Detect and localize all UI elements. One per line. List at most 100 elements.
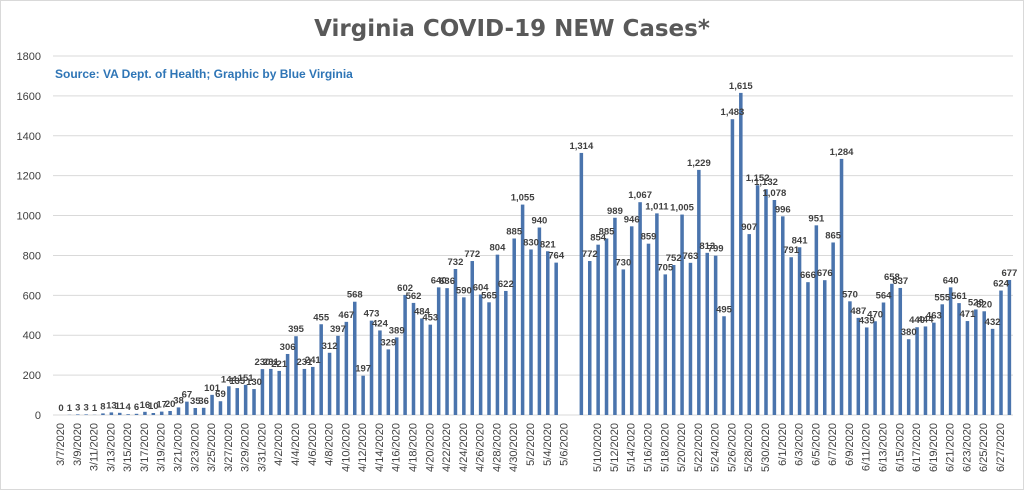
data-label: 1,284	[830, 147, 854, 158]
x-tick-label: 5/12/2020	[609, 423, 621, 472]
bar	[797, 247, 802, 415]
data-label: 590	[456, 285, 472, 296]
data-label: 752	[666, 253, 682, 264]
x-tick: 6/3/2020	[794, 423, 806, 466]
x-tick: 3/11/2020	[89, 423, 101, 471]
data-label: 484	[414, 306, 431, 317]
data-label: 570	[842, 289, 858, 300]
data-label: 865	[825, 230, 842, 241]
data-label: 520	[976, 299, 992, 310]
data-label: 1,011	[645, 201, 669, 212]
bar	[613, 217, 617, 415]
data-label: 197	[355, 364, 371, 375]
data-label: 565	[481, 290, 498, 301]
x-tick-label: 6/27/2020	[995, 423, 1007, 472]
data-label: 830	[523, 237, 539, 248]
chart-title: Virginia COVID-19 NEW Cases*	[314, 16, 710, 42]
x-tick-label: 3/13/2020	[105, 423, 117, 472]
data-label: 602	[397, 283, 413, 294]
data-label: 1,483	[721, 107, 745, 118]
x-tick: 6/11/2020	[861, 423, 873, 471]
data-label: 658	[884, 272, 900, 283]
bar	[974, 309, 978, 415]
bar	[277, 370, 281, 415]
data-label: 636	[439, 276, 455, 287]
bar	[101, 413, 105, 415]
bar	[344, 321, 349, 415]
bar	[311, 366, 315, 415]
x-tick: 4/8/2020	[324, 423, 336, 466]
x-tick: 4/10/2020	[340, 423, 352, 472]
data-label: 1,229	[687, 158, 711, 169]
data-label: 705	[657, 262, 674, 273]
x-tick: 5/6/2020	[559, 423, 571, 466]
y-tick-label: 1000	[17, 211, 41, 223]
data-label: 989	[607, 206, 623, 217]
x-tick: 3/7/2020	[55, 423, 67, 466]
bar	[546, 251, 550, 415]
bar	[294, 336, 298, 415]
x-tick: 4/24/2020	[458, 423, 470, 472]
data-label: 20	[165, 399, 176, 410]
data-label: 804	[490, 243, 507, 254]
x-tick-label: 4/30/2020	[508, 423, 520, 472]
bar	[453, 269, 458, 415]
data-label: 440	[909, 315, 925, 326]
x-tick: 3/31/2020	[256, 423, 268, 472]
x-tick-label: 5/18/2020	[659, 423, 671, 472]
data-label: 1,055	[511, 193, 535, 204]
bar	[243, 384, 248, 415]
bar	[143, 411, 147, 415]
data-label: 424	[372, 318, 389, 329]
x-tick-label: 3/25/2020	[206, 423, 218, 472]
x-tick-label: 4/26/2020	[475, 423, 487, 472]
data-label: 135	[229, 376, 246, 387]
x-tick: 4/14/2020	[374, 423, 386, 472]
bar	[495, 254, 500, 415]
data-label: 624	[993, 279, 1010, 290]
bar	[478, 294, 483, 415]
bar	[764, 189, 768, 415]
bar	[864, 327, 869, 415]
data-label: 231	[296, 357, 313, 368]
bar	[520, 204, 525, 415]
gridlines	[53, 55, 1013, 416]
bar	[881, 302, 886, 415]
data-label: 3	[84, 402, 89, 413]
x-tick-label: 5/14/2020	[626, 423, 638, 472]
x-tick-label: 4/10/2020	[340, 423, 352, 472]
data-label: 16	[140, 400, 151, 411]
data-label: 444	[918, 314, 935, 325]
x-tick: 4/20/2020	[424, 423, 436, 472]
y-tick-label: 200	[23, 370, 41, 382]
x-tick-label: 3/31/2020	[256, 423, 268, 472]
bar	[504, 290, 508, 415]
data-label: 772	[582, 249, 598, 260]
data-label: 791	[783, 245, 800, 256]
bar	[688, 262, 693, 415]
x-tick: 5/24/2020	[710, 423, 722, 472]
bar	[151, 413, 156, 415]
data-label: 622	[498, 279, 514, 290]
data-label: 763	[683, 251, 699, 262]
data-label: 471	[960, 309, 977, 320]
bar	[806, 282, 810, 415]
x-tick-label: 3/17/2020	[139, 423, 151, 472]
data-label: 17	[156, 400, 167, 411]
bar	[201, 407, 206, 415]
bars	[67, 92, 1012, 416]
x-tick: 4/4/2020	[290, 423, 302, 466]
data-label: 473	[364, 309, 380, 320]
x-tick-label: 5/24/2020	[710, 423, 722, 472]
bar	[655, 213, 659, 415]
bar	[1007, 279, 1012, 415]
x-tick-label: 3/7/2020	[55, 423, 67, 466]
x-tick: 4/6/2020	[307, 423, 319, 466]
x-tick: 6/9/2020	[844, 423, 856, 466]
data-label: 467	[338, 310, 354, 321]
bar	[218, 401, 223, 415]
x-tick: 4/12/2020	[357, 423, 369, 472]
x-tick-label: 6/7/2020	[827, 423, 839, 466]
data-label: 666	[800, 270, 816, 281]
bar	[848, 301, 852, 415]
